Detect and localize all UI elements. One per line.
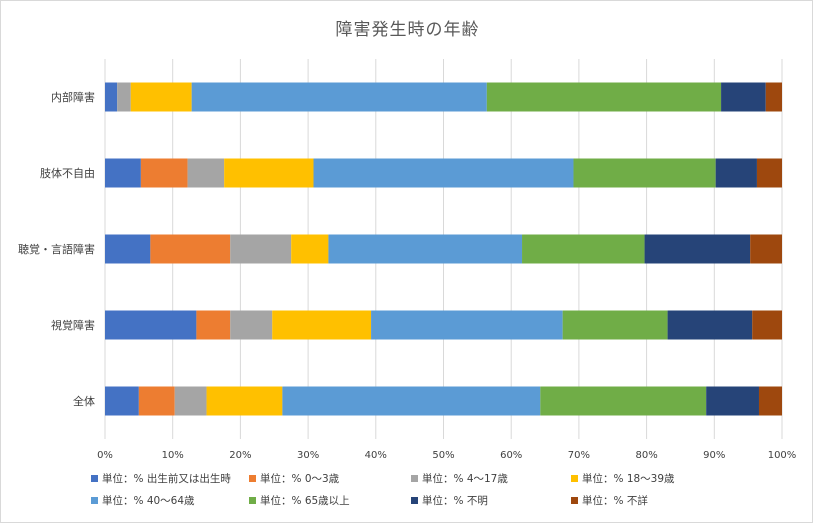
bar-segment: [191, 82, 487, 112]
bar-segment: [562, 310, 668, 340]
legend-label: 単位：% 18～39歳: [582, 473, 675, 485]
x-tick-label: 20%: [229, 450, 251, 461]
bar-segment: [721, 82, 766, 112]
x-tick-label: 90%: [703, 450, 725, 461]
x-tick-label: 50%: [432, 450, 454, 461]
bar-segment: [105, 234, 151, 264]
bar-segment: [230, 234, 292, 264]
legend-swatch: [249, 475, 256, 482]
bar-segment: [187, 158, 225, 188]
x-tick-label: 100%: [768, 450, 797, 461]
bar-segment: [117, 82, 131, 112]
legend-label: 単位：% 4～17歳: [422, 473, 508, 485]
x-tick-label: 40%: [365, 450, 387, 461]
legend-item: 単位：% 出生前又は出生時: [91, 471, 231, 486]
legend-item: 単位：% 4～17歳: [411, 471, 508, 486]
bar-segment: [224, 158, 314, 188]
legend-item: 単位：% 不明: [411, 493, 488, 508]
bar-segment: [540, 386, 707, 416]
bar-segment: [174, 386, 207, 416]
bar-segment: [522, 234, 645, 264]
bar-segment: [752, 310, 782, 340]
bar-segment: [765, 82, 782, 112]
legend-label: 単位：% 65歳以上: [260, 495, 350, 507]
category-label: 全体: [73, 394, 95, 408]
chart-title: 障害発生時の年齢: [335, 20, 480, 40]
bar-segment: [138, 386, 175, 416]
bar-segment: [706, 386, 759, 416]
x-tick-label: 0%: [97, 450, 113, 461]
bar-segment: [667, 310, 753, 340]
bar-segment: [291, 234, 329, 264]
bar-segment: [328, 234, 523, 264]
legend-swatch: [411, 497, 418, 504]
legend-label: 単位：% 40～64歳: [102, 495, 195, 507]
category-label: 聴覚・言語障害: [18, 242, 95, 256]
bar-segment: [196, 310, 231, 340]
bar-segment: [206, 386, 283, 416]
bar-segment: [573, 158, 716, 188]
legend-swatch: [91, 497, 98, 504]
bar-segment: [150, 234, 231, 264]
bar-segment: [715, 158, 757, 188]
bar-segment: [486, 82, 722, 112]
legend-label: 単位：% 不明: [422, 495, 488, 507]
bar-segment: [105, 386, 139, 416]
x-tick-label: 10%: [162, 450, 184, 461]
x-tick-label: 70%: [568, 450, 590, 461]
bar-segment: [644, 234, 751, 264]
legend-item: 単位：% 40～64歳: [91, 493, 195, 508]
legend-swatch: [571, 497, 578, 504]
legend-label: 単位：% 0～3歳: [260, 473, 340, 485]
legend-item: 単位：% 0～3歳: [249, 471, 339, 486]
bar-segment: [105, 158, 141, 188]
category-label: 肢体不自由: [40, 166, 95, 180]
bar-segment: [282, 386, 541, 416]
x-tick-label: 80%: [635, 450, 657, 461]
legend-label: 単位：% 出生前又は出生時: [102, 473, 231, 485]
bar-segment: [313, 158, 574, 188]
category-label: 内部障害: [51, 90, 95, 104]
category-label: 視覚障害: [51, 318, 95, 332]
x-tick-label: 30%: [297, 450, 319, 461]
legend-item: 単位：% 18～39歳: [571, 471, 675, 486]
legend-swatch: [411, 475, 418, 482]
legend-item: 単位：% 不詳: [571, 493, 648, 508]
bar-segment: [230, 310, 273, 340]
bar-segment: [105, 310, 197, 340]
legend-swatch: [91, 475, 98, 482]
x-tick-label: 60%: [500, 450, 522, 461]
bar-segment: [105, 82, 118, 112]
legend-swatch: [571, 475, 578, 482]
bar-segment: [140, 158, 188, 188]
legend-label: 単位：% 不詳: [582, 495, 648, 507]
bar-segment: [758, 386, 782, 416]
legend-swatch: [249, 497, 256, 504]
bar-segment: [750, 234, 782, 264]
bar-segment: [130, 82, 192, 112]
legend-item: 単位：% 65歳以上: [249, 493, 350, 508]
bar-segment: [756, 158, 782, 188]
bar-segment: [272, 310, 372, 340]
bar-segment: [371, 310, 563, 340]
